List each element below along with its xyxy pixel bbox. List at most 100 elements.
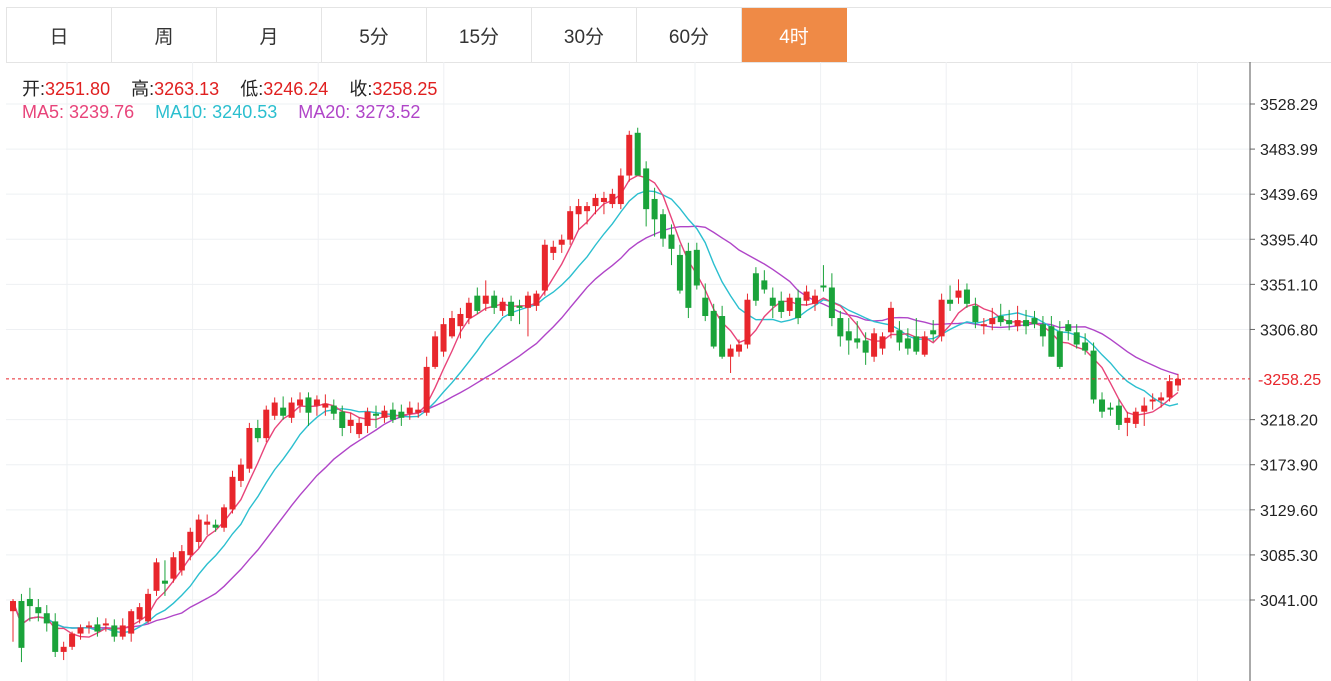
candle-body (980, 324, 987, 327)
candle-body (1115, 405, 1122, 425)
last-price-box (1253, 367, 1329, 390)
candle-body (271, 402, 278, 416)
candle-body (35, 607, 42, 614)
high-label: 高: (131, 79, 155, 99)
candle-body (1056, 331, 1063, 367)
candle-body (297, 399, 304, 406)
candle-body (499, 301, 506, 311)
candle-body (145, 593, 152, 622)
y-tick-label: 3306.80 (1260, 322, 1318, 339)
candle-body (187, 531, 194, 556)
candle-body (997, 316, 1004, 323)
tab-5[interactable]: 30分 (532, 8, 637, 62)
candle-body (330, 405, 337, 414)
candle-body (854, 338, 861, 343)
candle-body (119, 625, 126, 637)
candle-body (1023, 320, 1030, 327)
candle-body (77, 627, 84, 634)
candle-body (803, 291, 810, 301)
candle-body (305, 397, 312, 413)
candle-body (643, 168, 650, 210)
candle-body (465, 302, 472, 319)
candle-body (482, 295, 489, 304)
candle-body (558, 239, 565, 245)
candle-body (1039, 324, 1046, 337)
candle-body (440, 324, 447, 352)
candle-body (786, 297, 793, 311)
candle-body (938, 299, 945, 337)
candle-body (887, 307, 894, 333)
candle-body (229, 476, 236, 510)
candle-body (288, 402, 295, 418)
tab-3[interactable]: 5分 (322, 8, 427, 62)
candle-body (204, 521, 211, 525)
candle-body (161, 580, 168, 584)
candle-body (246, 427, 253, 469)
candle-body (1073, 332, 1080, 345)
candle-body (102, 623, 109, 626)
candle-body (584, 206, 591, 212)
candle-body (457, 313, 464, 327)
candle-body (769, 297, 776, 306)
candle-body (389, 409, 396, 420)
ma20-value: 3273.52 (355, 102, 421, 122)
candle-body (1149, 399, 1156, 402)
open-label: 开: (22, 79, 46, 99)
candle-body (423, 366, 430, 413)
tab-6[interactable]: 60分 (637, 8, 742, 62)
candle-body (195, 519, 202, 542)
candle-body (1099, 399, 1106, 412)
candle-body (668, 234, 675, 249)
candle-body (550, 246, 557, 253)
candle-body (178, 551, 185, 571)
candle-body (26, 598, 33, 607)
y-tick-label: 3395.40 (1260, 232, 1318, 249)
candle-body (693, 249, 700, 286)
tab-4[interactable]: 15分 (427, 8, 532, 62)
y-tick-label: 3041.00 (1260, 593, 1318, 610)
candle-body (60, 646, 67, 652)
tab-0[interactable]: 日 (6, 8, 112, 62)
candle-body (1107, 407, 1114, 410)
candle-body (955, 290, 962, 298)
y-tick-label: 3173.90 (1260, 458, 1318, 475)
candle-body (719, 316, 726, 357)
tab-2[interactable]: 月 (217, 8, 322, 62)
candle-body (837, 318, 844, 337)
candle-body (533, 293, 540, 306)
candle-body (398, 411, 405, 418)
y-tick-label: 3351.10 (1260, 277, 1318, 294)
candle-body (516, 305, 523, 308)
candle-body (972, 305, 979, 323)
low-value: 3246.24 (263, 79, 329, 99)
candle-body (263, 409, 270, 439)
candle-body (921, 336, 928, 355)
candle-body (448, 318, 455, 337)
candle-body (795, 297, 802, 319)
candle-body (896, 330, 903, 343)
candle-body (347, 419, 354, 426)
candle-body (634, 132, 641, 176)
candle-body (474, 295, 481, 311)
candle-body (43, 613, 50, 624)
candle-body (94, 624, 101, 632)
candle-body (1158, 397, 1165, 401)
ma20-label: MA20: (298, 102, 351, 122)
tab-7[interactable]: 4时 (742, 8, 847, 62)
candle-body (963, 289, 970, 304)
candle-body (136, 607, 143, 620)
candle-body (626, 134, 633, 176)
candle-body (415, 409, 422, 413)
tab-1[interactable]: 周 (112, 8, 217, 62)
candle-body (322, 403, 329, 408)
y-tick-label: 3085.30 (1260, 548, 1318, 565)
candle-body (1141, 405, 1148, 412)
candle-body (541, 244, 548, 291)
candle-body (237, 464, 244, 481)
close-value: 3258.25 (372, 79, 438, 99)
y-tick-label: 3439.69 (1260, 187, 1318, 204)
candle-body (313, 399, 320, 406)
ohlc-readout: 开:3251.80 高:3263.13 低:3246.24 收:3258.25 (22, 75, 453, 101)
candle-body (811, 295, 818, 304)
